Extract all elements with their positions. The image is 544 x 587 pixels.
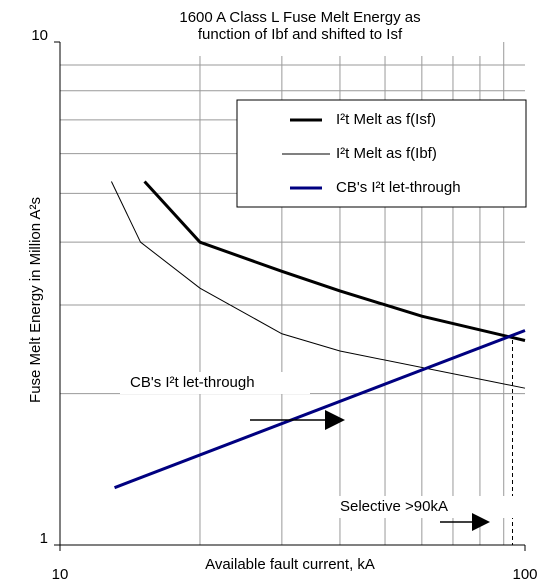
line-series — [110, 181, 526, 389]
legend-label: I²t Melt as f(Isf) — [336, 111, 436, 128]
arrow-head — [472, 513, 490, 531]
legend-label: CB's I²t let-through — [336, 179, 461, 196]
line-series — [143, 180, 526, 342]
annotation: Selective >90kA — [340, 498, 448, 515]
annotation-bg — [336, 496, 514, 518]
x-tick-label: 10 — [52, 566, 69, 583]
y-axis-label: Fuse Melt Energy in Million A²s — [27, 197, 44, 403]
title-bg — [100, 4, 500, 56]
annotation-bg — [120, 372, 310, 394]
x-tick-label: 100 — [512, 566, 537, 583]
line-series — [113, 329, 526, 490]
arrow-head — [325, 410, 345, 430]
legend-label: I²t Melt as f(Ibf) — [336, 145, 437, 162]
annotation: CB's I²t let-through — [130, 374, 255, 391]
legend — [236, 99, 527, 208]
chart-title: function of Ibf and shifted to Isf — [198, 26, 403, 43]
chart-title: 1600 A Class L Fuse Melt Energy as — [179, 9, 420, 26]
y-tick-label: 10 — [31, 27, 48, 44]
x-axis-label: Available fault current, kA — [205, 556, 375, 573]
y-tick-label: 1 — [40, 530, 48, 547]
